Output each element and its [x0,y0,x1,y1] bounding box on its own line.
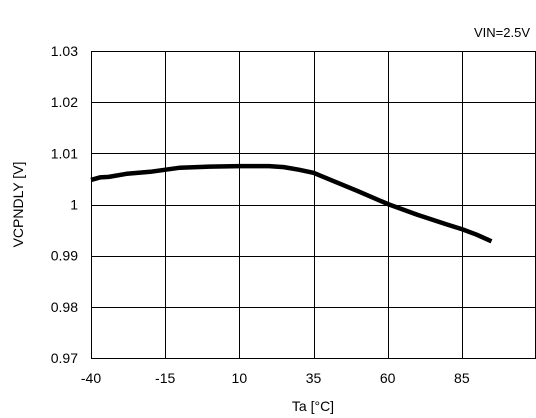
x-axis-title: Ta [°C] [292,398,334,414]
condition-annotation: VIN=2.5V [474,25,530,40]
tick-labels: -40 -15 10 35 60 85 1.03 1.02 1.01 1 0.99 0.98 0.97 [51,43,470,386]
series-layer [90,163,493,244]
y-tick-label: 1.03 [51,43,78,59]
x-tick-label: 10 [232,370,248,386]
y-tick-label: 0.99 [51,248,78,264]
y-tick-label: 1.01 [51,145,78,161]
x-tick-label: -15 [155,370,175,386]
x-tick-label: 35 [306,370,322,386]
x-tick-label: 60 [380,370,396,386]
x-tick-label: 85 [454,370,470,386]
y-tick-label: 1 [70,197,78,213]
y-tick-label: 1.02 [51,94,78,110]
series-line-0 [90,163,493,244]
y-tick-label: 0.98 [51,299,78,315]
grid [91,51,536,358]
y-axis-title: VCPNDLY [V] [10,162,26,248]
y-tick-label: 0.97 [51,350,78,366]
x-tick-label: -40 [81,370,101,386]
